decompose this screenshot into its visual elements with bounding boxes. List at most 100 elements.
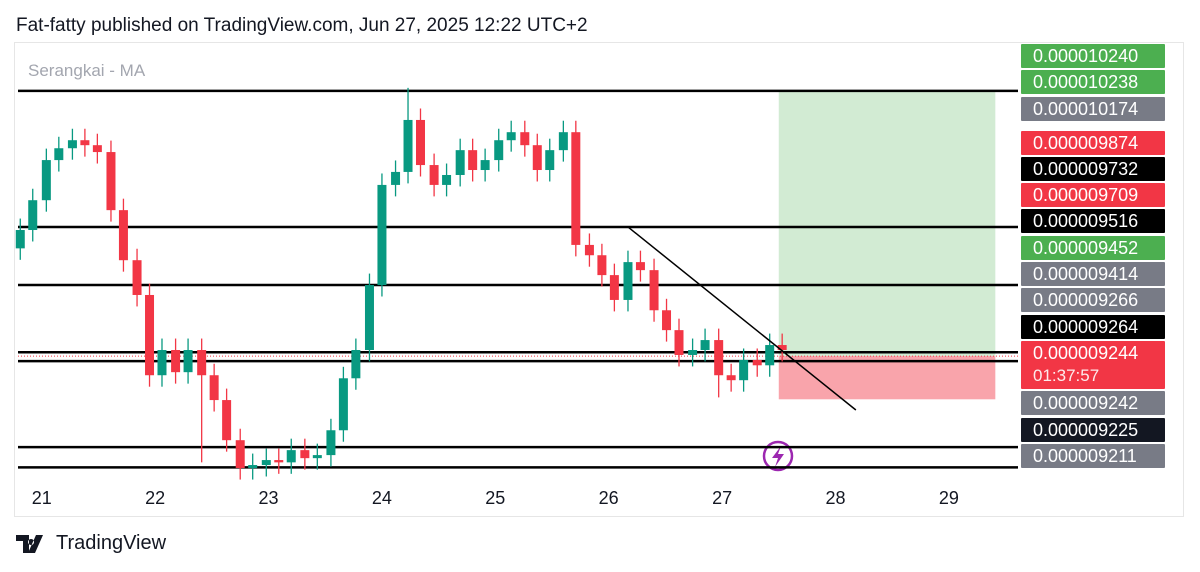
candle-body xyxy=(649,270,659,311)
price-label: 0.000010174 xyxy=(1021,96,1165,121)
candle-body xyxy=(80,140,90,146)
candle-body xyxy=(674,330,684,355)
price-label: 0.000009242 xyxy=(1021,391,1165,416)
candle-body xyxy=(157,350,167,376)
candle-body xyxy=(739,359,749,381)
price-label: 0.000009414 xyxy=(1021,262,1165,287)
candle-body xyxy=(688,350,698,355)
candle-body xyxy=(351,350,361,379)
x-tick-label: 29 xyxy=(939,488,959,508)
price-label: 0.000009264 xyxy=(1021,314,1165,339)
candle-body xyxy=(403,119,413,172)
candle-body xyxy=(714,340,724,376)
candle-body xyxy=(106,152,116,211)
price-label-text: 0.000009264 xyxy=(1033,316,1139,337)
candle-body xyxy=(391,171,401,185)
price-label: 0.000009452 xyxy=(1021,235,1165,260)
candle-body xyxy=(92,145,102,153)
candle-body xyxy=(222,400,232,441)
indicator-label: Serangkai - MA xyxy=(28,61,146,80)
x-tick-label: 24 xyxy=(372,488,392,508)
candle-body xyxy=(171,350,181,373)
price-label-text: 0.000009516 xyxy=(1033,211,1139,232)
candle-body xyxy=(584,244,594,256)
candle-body xyxy=(15,230,25,249)
x-tick-label: 25 xyxy=(485,488,505,508)
candle-body xyxy=(41,160,51,201)
candle-body xyxy=(545,150,555,171)
publish-header: Fat-fatty published on TradingView.com, … xyxy=(16,15,588,36)
candle-body xyxy=(312,455,322,459)
price-label: 0.000010238 xyxy=(1021,70,1165,95)
candle-body xyxy=(274,460,284,463)
candle-body xyxy=(597,255,607,276)
x-tick-label: 26 xyxy=(599,488,619,508)
price-label-text: 0.000009709 xyxy=(1033,185,1139,206)
candle-body xyxy=(752,359,762,366)
candle-body xyxy=(700,340,710,351)
candle-body xyxy=(54,148,64,161)
candle-body xyxy=(145,294,155,376)
price-label-text: 0.000009211 xyxy=(1033,445,1137,466)
price-label-text: 0.000010238 xyxy=(1033,72,1139,93)
price-label: 0.000009244 01:37:57 xyxy=(1021,340,1165,389)
price-label: 0.000010240 xyxy=(1021,44,1165,68)
x-tick-label: 22 xyxy=(145,488,165,508)
candle-body xyxy=(300,450,310,459)
candle-body xyxy=(468,150,478,171)
price-label-text: 0.000009452 xyxy=(1033,237,1139,258)
candle-body xyxy=(377,184,387,286)
price-label-text: 0.000009874 xyxy=(1033,132,1139,153)
x-tick-label: 21 xyxy=(32,488,52,508)
candle-body xyxy=(726,375,736,381)
countdown: 01:37:57 xyxy=(1033,365,1100,385)
candle-body xyxy=(520,132,530,146)
price-label: 0.000009709 xyxy=(1021,183,1165,208)
candle-body xyxy=(455,150,465,175)
candle-body xyxy=(777,345,787,351)
price-label: 0.000009516 xyxy=(1021,209,1165,234)
candle-body xyxy=(248,465,258,469)
loss-zone xyxy=(778,356,996,400)
price-label: 0.000009732 xyxy=(1021,156,1165,181)
candle-body xyxy=(765,345,775,366)
candle-body xyxy=(28,200,38,231)
price-label-text: 0.000010174 xyxy=(1033,98,1139,119)
price-label: 0.000009874 xyxy=(1021,130,1165,155)
candle-body xyxy=(183,350,193,373)
candle-body xyxy=(429,165,439,185)
trendline xyxy=(627,226,857,411)
candle-body xyxy=(132,260,142,295)
price-labels: 0.000010240 0.000010238 0.000010174 0.00000… xyxy=(1021,44,1165,470)
candle-body xyxy=(480,160,490,171)
price-label-text: 0.000009225 xyxy=(1033,419,1139,440)
candle-body xyxy=(635,262,645,271)
x-tick-label: 23 xyxy=(259,488,279,508)
candle-body xyxy=(209,375,219,401)
plot-area xyxy=(15,87,1018,480)
candle-body xyxy=(197,350,207,376)
lightning-bolt xyxy=(772,446,784,467)
candle-body xyxy=(326,430,336,456)
candle-body xyxy=(442,174,452,185)
tv-logo xyxy=(16,534,43,553)
price-label-text: 0.000009244 xyxy=(1033,342,1139,363)
candle-body xyxy=(235,440,245,469)
price-label: 0.000009266 xyxy=(1021,288,1165,313)
candle-body xyxy=(67,140,77,149)
candle-body xyxy=(494,140,504,161)
candle-body xyxy=(286,450,296,463)
candle-body xyxy=(338,378,348,431)
price-label: 0.000009211 xyxy=(1021,443,1165,468)
candle-body xyxy=(506,132,516,141)
candle-body xyxy=(609,275,619,300)
price-label-text: 0.000009732 xyxy=(1033,158,1139,179)
candle-body xyxy=(364,285,374,351)
chart-frame xyxy=(14,42,1184,517)
candle-body xyxy=(571,132,581,245)
candle-body xyxy=(623,262,633,300)
candle-body xyxy=(532,145,542,171)
candle-body xyxy=(415,119,425,166)
